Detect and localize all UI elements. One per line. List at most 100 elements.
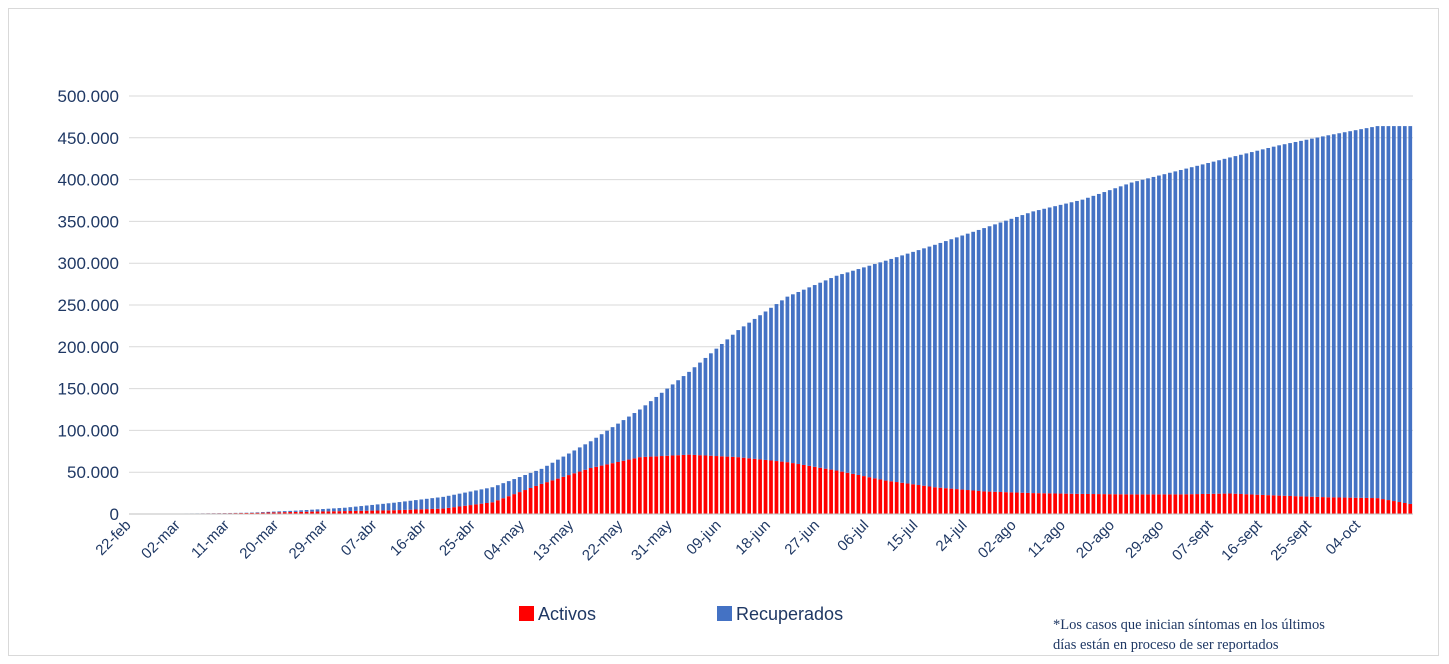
bar-activos — [758, 459, 762, 514]
bar-activos — [255, 512, 260, 514]
bar-activos — [1222, 493, 1227, 514]
bar-recuperados — [1200, 164, 1205, 494]
bar-activos — [485, 502, 489, 514]
bar-activos — [1370, 498, 1374, 514]
x-tick-label: 04-oct — [1322, 516, 1364, 558]
x-tick-label: 20-ago — [1073, 517, 1118, 562]
bar-activos — [698, 455, 702, 514]
bar-recuperados — [1091, 195, 1096, 495]
bar-activos — [1288, 495, 1292, 514]
y-tick-label: 0 — [110, 505, 119, 524]
bar-recuperados — [572, 450, 577, 474]
bar-recuperados — [315, 509, 320, 512]
bar-activos — [982, 491, 986, 514]
bar-activos — [588, 468, 593, 514]
bar-recuperados — [911, 251, 915, 485]
bar-activos — [1266, 495, 1271, 514]
legend-swatch-activos — [519, 606, 534, 621]
bar-recuperados — [616, 423, 620, 462]
bar-recuperados — [927, 246, 932, 487]
y-tick-label: 150.000 — [58, 380, 119, 399]
bar-activos — [987, 491, 992, 514]
bar-recuperados — [1157, 175, 1161, 495]
bar-activos — [594, 466, 599, 514]
bar-recuperados — [490, 487, 495, 503]
bar-recuperados — [976, 229, 981, 491]
bar-activos — [501, 498, 506, 514]
bar-activos — [1200, 493, 1205, 514]
bar-activos — [1277, 495, 1281, 514]
y-tick-label: 100.000 — [58, 421, 119, 440]
bar-activos — [566, 475, 571, 514]
bar-activos — [719, 456, 724, 514]
bar-activos — [1157, 494, 1161, 514]
bar-activos — [632, 458, 637, 514]
bar-activos — [321, 511, 325, 514]
chart-frame: 0 50.000 100.000 150.000 200.000 250.000 300.0… — [8, 8, 1439, 656]
bar-activos — [1381, 499, 1385, 514]
bar-activos — [381, 510, 385, 514]
bar-activos — [922, 485, 926, 514]
bar-recuperados — [561, 456, 566, 477]
bar-recuperados — [1178, 169, 1183, 495]
bar-recuperados — [714, 348, 719, 457]
bar-recuperados — [676, 380, 680, 456]
bar-recuperados — [703, 357, 708, 456]
bar-activos — [905, 483, 910, 514]
bar-recuperados — [1310, 138, 1314, 497]
bar-recuperados — [419, 499, 424, 510]
bar-recuperados — [883, 260, 888, 481]
bar-activos — [638, 457, 642, 514]
bar-activos — [736, 457, 741, 514]
bar-recuperados — [348, 507, 353, 511]
bar-recuperados — [359, 506, 364, 511]
bar-activos — [1282, 495, 1287, 514]
bar-activos — [370, 510, 374, 514]
bar-activos — [714, 456, 719, 514]
bar-activos — [774, 461, 779, 514]
bar-activos — [741, 457, 746, 514]
bar-activos — [1331, 497, 1336, 514]
bar-recuperados — [938, 242, 943, 488]
bar-recuperados — [1042, 208, 1047, 494]
bar-activos — [1337, 497, 1342, 514]
bar-activos — [452, 507, 456, 514]
bar-activos — [659, 456, 664, 514]
bar-recuperados — [1408, 126, 1413, 504]
bar-recuperados — [610, 427, 615, 464]
bar-recuperados — [539, 468, 544, 484]
bar-activos — [616, 461, 620, 514]
bar-recuperados — [878, 262, 883, 480]
bar-recuperados — [801, 289, 806, 465]
bar-activos — [785, 462, 790, 514]
bar-recuperados — [583, 444, 588, 470]
bar-recuperados — [370, 504, 374, 511]
bar-recuperados — [791, 294, 795, 464]
bar-recuperados — [364, 505, 369, 511]
bar-activos — [1173, 494, 1178, 514]
bar-recuperados — [736, 330, 741, 458]
bar-recuperados — [1342, 132, 1347, 498]
bar-recuperados — [1004, 220, 1008, 493]
bar-recuperados — [1293, 141, 1298, 497]
bar-activos — [938, 487, 943, 514]
bar-activos — [1342, 497, 1347, 514]
stacked-bar-chart: 0 50.000 100.000 150.000 200.000 250.000 300.0… — [58, 87, 1413, 624]
bar-activos — [266, 512, 271, 514]
bar-recuperados — [1249, 152, 1254, 495]
bar-activos — [1304, 496, 1309, 514]
bar-activos — [1255, 494, 1260, 514]
bar-recuperados — [1086, 197, 1090, 494]
bar-recuperados — [1047, 207, 1052, 494]
bar-recuperados — [769, 307, 773, 461]
bar-activos — [506, 496, 511, 514]
bar-recuperados — [293, 510, 298, 512]
bar-activos — [725, 456, 730, 514]
bar-activos — [441, 508, 446, 514]
bar-recuperados — [550, 462, 555, 481]
y-axis-ticks: 0 50.000 100.000 150.000 200.000 250.000 300.0… — [58, 87, 119, 524]
bar-activos — [621, 460, 626, 514]
bar-recuperados — [1277, 145, 1281, 496]
bar-recuperados — [648, 401, 653, 457]
bar-activos — [1244, 494, 1249, 514]
